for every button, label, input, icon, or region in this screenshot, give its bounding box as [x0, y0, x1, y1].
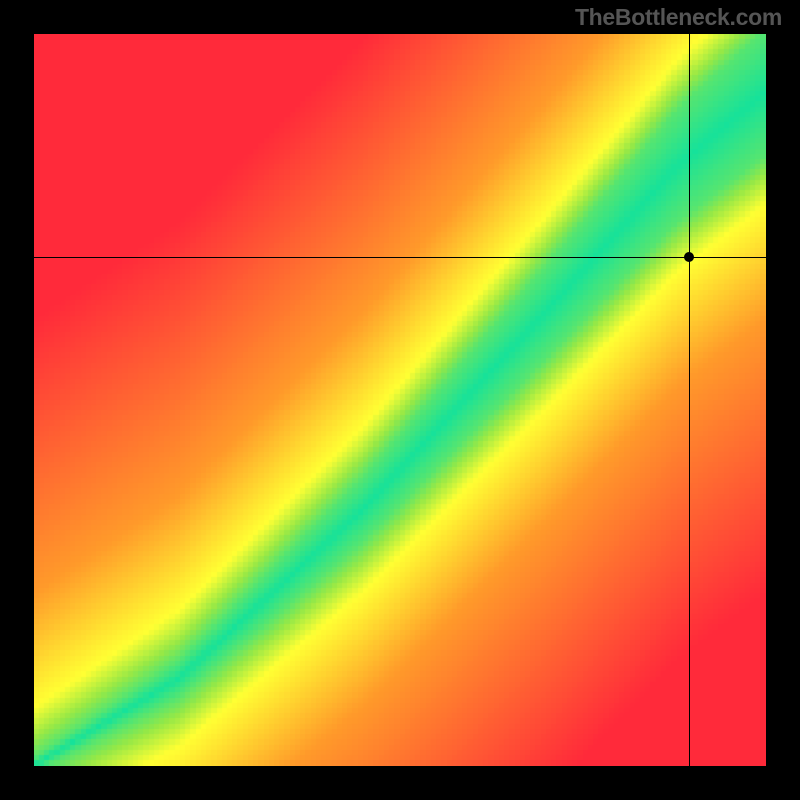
- heatmap-plot: [34, 34, 766, 766]
- watermark-text: TheBottleneck.com: [575, 4, 782, 31]
- heatmap-canvas: [34, 34, 766, 766]
- crosshair-horizontal: [34, 257, 766, 258]
- crosshair-vertical: [689, 34, 690, 766]
- plot-border: [0, 0, 800, 800]
- crosshair-marker: [684, 252, 694, 262]
- chart-container: TheBottleneck.com: [0, 0, 800, 800]
